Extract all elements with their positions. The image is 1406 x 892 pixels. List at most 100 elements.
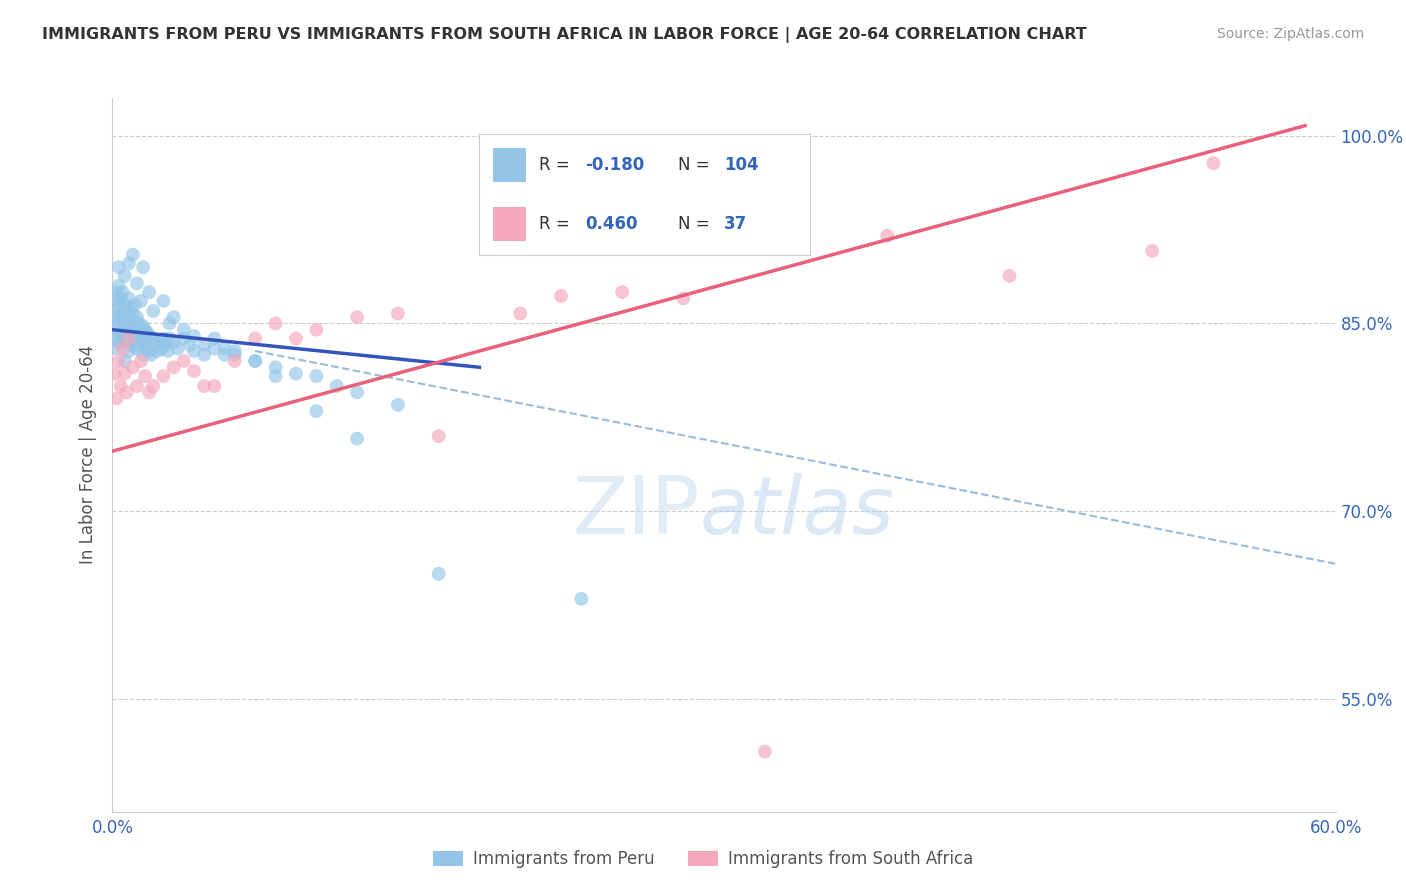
Point bbox=[105, 392, 128, 406]
Point bbox=[142, 331, 165, 345]
Point bbox=[1142, 244, 1164, 258]
Point bbox=[125, 342, 148, 356]
Point bbox=[146, 344, 169, 359]
Point bbox=[134, 323, 156, 337]
Point bbox=[103, 292, 125, 306]
Point bbox=[122, 323, 145, 337]
Point bbox=[245, 354, 267, 368]
Point bbox=[118, 331, 141, 345]
Point bbox=[326, 379, 349, 393]
Point bbox=[105, 304, 128, 318]
Text: atlas: atlas bbox=[700, 473, 894, 551]
Point bbox=[110, 292, 132, 306]
Point bbox=[141, 331, 163, 345]
Point bbox=[125, 310, 148, 325]
Point bbox=[224, 348, 246, 362]
Point bbox=[124, 298, 146, 312]
Point bbox=[214, 348, 236, 362]
Point bbox=[141, 348, 163, 362]
Point bbox=[387, 306, 409, 320]
Point bbox=[132, 260, 155, 274]
Point bbox=[110, 329, 132, 343]
Point bbox=[346, 432, 368, 446]
Point bbox=[150, 342, 173, 356]
Point bbox=[166, 342, 188, 356]
Point bbox=[224, 354, 246, 368]
Point bbox=[129, 293, 152, 308]
Point bbox=[122, 306, 145, 320]
Point bbox=[876, 228, 898, 243]
Point bbox=[124, 331, 146, 345]
Point bbox=[124, 317, 146, 331]
Point bbox=[118, 344, 141, 359]
Point bbox=[111, 325, 134, 339]
Point bbox=[610, 285, 633, 300]
Point bbox=[134, 369, 156, 384]
Point bbox=[118, 292, 141, 306]
Point bbox=[110, 310, 132, 325]
Point bbox=[346, 385, 368, 400]
Point bbox=[118, 325, 141, 339]
Point bbox=[122, 247, 145, 261]
Point bbox=[427, 429, 450, 443]
Point bbox=[245, 331, 267, 345]
Point bbox=[103, 367, 125, 381]
Point bbox=[115, 335, 138, 350]
Point bbox=[204, 379, 226, 393]
Point bbox=[142, 304, 165, 318]
Point bbox=[107, 279, 129, 293]
Point bbox=[183, 329, 205, 343]
Point bbox=[128, 331, 150, 345]
Point bbox=[142, 379, 165, 393]
Point bbox=[120, 301, 142, 316]
Point bbox=[115, 318, 138, 333]
Point bbox=[183, 364, 205, 378]
Point bbox=[115, 385, 138, 400]
Point bbox=[305, 404, 328, 418]
Point bbox=[387, 398, 409, 412]
Point bbox=[114, 268, 136, 283]
Point bbox=[114, 317, 136, 331]
Point bbox=[105, 342, 128, 356]
Point bbox=[103, 310, 125, 325]
Point bbox=[214, 342, 236, 356]
Point bbox=[305, 323, 328, 337]
Point bbox=[284, 331, 308, 345]
Y-axis label: In Labor Force | Age 20-64: In Labor Force | Age 20-64 bbox=[79, 345, 97, 565]
Point bbox=[152, 369, 174, 384]
Point bbox=[155, 337, 177, 351]
Point bbox=[173, 354, 195, 368]
Point bbox=[179, 337, 201, 351]
Point bbox=[245, 354, 267, 368]
Point bbox=[754, 745, 776, 759]
Point bbox=[672, 292, 695, 306]
Point bbox=[111, 285, 134, 300]
Point bbox=[129, 337, 152, 351]
Point bbox=[107, 354, 129, 368]
Point bbox=[998, 268, 1021, 283]
Point bbox=[204, 342, 226, 356]
Point bbox=[129, 354, 152, 368]
Point bbox=[148, 335, 170, 350]
Point bbox=[264, 360, 287, 375]
Point bbox=[264, 369, 287, 384]
Point bbox=[193, 379, 215, 393]
Point bbox=[173, 323, 195, 337]
Point bbox=[105, 323, 128, 337]
Point bbox=[125, 325, 148, 339]
Point bbox=[134, 337, 156, 351]
Point bbox=[138, 285, 160, 300]
Point bbox=[107, 260, 129, 274]
Point bbox=[120, 318, 142, 333]
Point bbox=[152, 331, 174, 345]
Point bbox=[156, 344, 179, 359]
Point bbox=[346, 310, 368, 325]
Point bbox=[114, 298, 136, 312]
Point bbox=[111, 306, 134, 320]
Point bbox=[509, 306, 531, 320]
Point bbox=[120, 335, 142, 350]
Point bbox=[550, 289, 572, 303]
Point bbox=[138, 385, 160, 400]
Point bbox=[571, 591, 593, 606]
Point bbox=[264, 317, 287, 331]
